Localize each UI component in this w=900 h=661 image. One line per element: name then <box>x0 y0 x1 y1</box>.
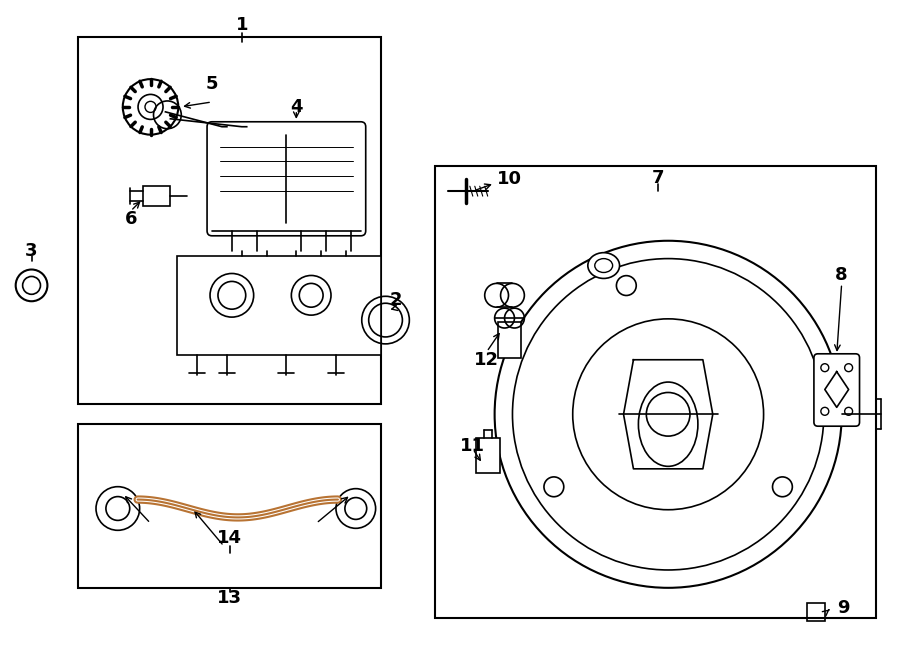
Bar <box>435 167 877 617</box>
Text: 11: 11 <box>460 437 485 455</box>
Bar <box>78 424 381 588</box>
FancyBboxPatch shape <box>814 354 860 426</box>
Bar <box>476 438 500 473</box>
Text: 9: 9 <box>837 599 850 617</box>
Bar <box>177 256 381 355</box>
FancyBboxPatch shape <box>207 122 365 236</box>
Ellipse shape <box>588 253 619 278</box>
Text: 12: 12 <box>474 351 500 369</box>
Bar <box>498 322 521 358</box>
Text: 6: 6 <box>124 210 137 228</box>
Text: 8: 8 <box>835 266 848 284</box>
Bar <box>142 186 170 206</box>
Text: 1: 1 <box>236 16 248 34</box>
Text: 3: 3 <box>25 242 38 260</box>
Text: 10: 10 <box>497 171 522 188</box>
Text: 7: 7 <box>652 169 664 187</box>
Text: 4: 4 <box>290 98 302 116</box>
Bar <box>78 38 381 405</box>
Text: 13: 13 <box>218 589 242 607</box>
Text: 5: 5 <box>206 75 219 93</box>
Text: 14: 14 <box>218 529 242 547</box>
Bar <box>807 603 824 621</box>
Text: 2: 2 <box>389 292 401 309</box>
